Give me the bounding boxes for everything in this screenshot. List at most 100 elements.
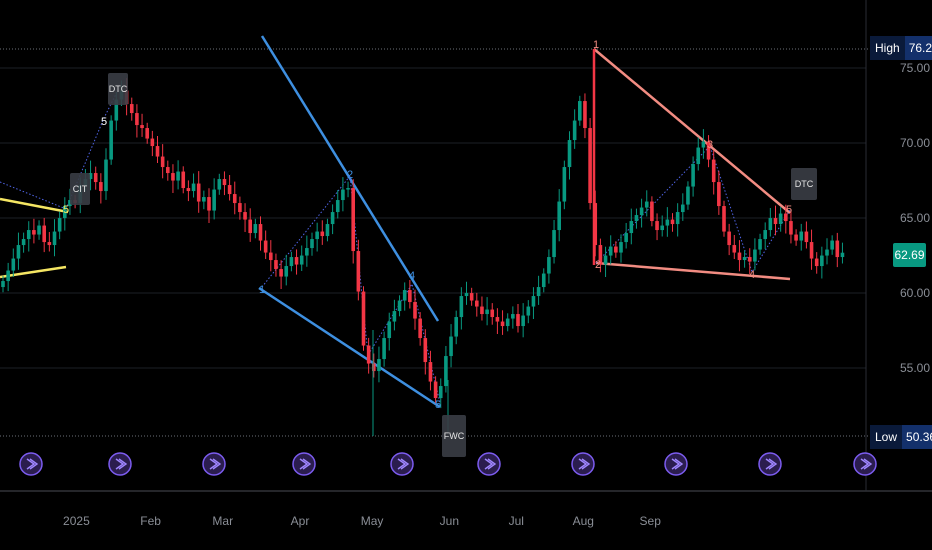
candle-body <box>485 309 489 315</box>
candle-body <box>753 249 757 262</box>
candle-body <box>737 252 742 261</box>
candle-body <box>603 255 608 265</box>
candle-body <box>6 270 10 282</box>
candle-body <box>459 296 464 318</box>
pattern-box-label: DTC <box>109 84 128 94</box>
candle-body <box>691 164 695 187</box>
candle-body <box>475 300 479 307</box>
candle-body <box>294 257 299 265</box>
high-value: 76.27 <box>904 36 932 60</box>
pattern-trendline <box>0 265 67 279</box>
candle-body <box>346 188 350 190</box>
candle-body <box>588 128 592 204</box>
candles-mode-icon[interactable] <box>292 452 316 476</box>
pattern-trendline <box>0 197 69 214</box>
pattern-box-bg <box>108 73 128 105</box>
candles-mode-icon[interactable] <box>108 452 132 476</box>
candle-body <box>202 197 206 202</box>
icon-arrow <box>484 458 497 470</box>
candles-mode-icon[interactable] <box>19 452 43 476</box>
wave-point-label: 5 <box>435 399 441 411</box>
candle-body <box>222 179 227 186</box>
wave-connector <box>261 174 441 404</box>
candle-body <box>639 207 644 216</box>
candles-mode-icon[interactable] <box>477 452 501 476</box>
bottom-indicator-icons[interactable] <box>19 452 877 476</box>
pattern-trendline <box>595 261 791 281</box>
y-tick-label: 75.00 <box>900 61 930 75</box>
candle-body <box>413 302 417 319</box>
candle-body <box>186 188 191 192</box>
candle-body <box>93 173 98 183</box>
candle-body <box>464 293 469 297</box>
icon-arrow <box>671 458 684 470</box>
candle-body <box>299 255 304 265</box>
candle-body <box>335 200 340 213</box>
candle-body <box>181 171 186 189</box>
candle-body <box>562 167 567 202</box>
candle-body <box>557 201 561 231</box>
pattern-trendline <box>593 48 791 214</box>
candle-body <box>248 219 252 234</box>
wave-point-label: 2 <box>347 169 353 181</box>
candle-body <box>711 159 716 183</box>
candle-body <box>387 321 392 339</box>
candle-body <box>727 231 731 246</box>
low-value: 50.36 <box>902 425 932 449</box>
candle-body <box>274 260 278 270</box>
candle-body <box>227 185 232 195</box>
candle-body <box>243 212 247 220</box>
candle-body <box>68 200 72 207</box>
candle-body <box>99 182 103 192</box>
candle-body <box>660 225 664 231</box>
candles-mode-icon[interactable] <box>202 452 226 476</box>
candle-body <box>428 362 433 382</box>
candle-body <box>552 230 556 258</box>
candle-body <box>26 230 31 240</box>
candle-body <box>495 317 500 322</box>
pattern-trendline <box>258 286 441 409</box>
candle-body <box>372 363 376 372</box>
candle-body <box>310 239 314 249</box>
candle-body <box>16 245 21 259</box>
candle-body <box>608 246 613 256</box>
wave-point-label: 5 <box>63 204 69 216</box>
candle-body <box>397 300 402 312</box>
candle-body <box>155 146 160 157</box>
candle-body <box>701 141 706 148</box>
candle-body <box>361 291 366 346</box>
candle-body <box>289 257 294 267</box>
candles-mode-icon[interactable] <box>571 452 595 476</box>
pattern-label-boxes: CIT DTC FWC DTC <box>70 73 817 457</box>
candle-body <box>166 167 170 174</box>
wave-point-label: 2 <box>595 259 601 271</box>
icon-arrow <box>299 458 312 470</box>
candle-body <box>1 281 5 288</box>
last-price-tag: 62.69 <box>893 243 926 267</box>
candle-body <box>614 246 618 253</box>
candle-body <box>171 173 175 181</box>
candle-body <box>21 239 26 246</box>
candle-body <box>784 213 788 222</box>
x-tick-label: Mar <box>212 514 233 528</box>
candle-body <box>217 179 222 190</box>
candle-body <box>454 317 458 337</box>
x-tick-label: Apr <box>291 514 310 528</box>
candle-body <box>330 212 335 225</box>
candle-body <box>526 306 531 316</box>
candles-mode-icon[interactable] <box>390 452 414 476</box>
candle-body <box>799 231 804 241</box>
candles-mode-icon[interactable] <box>758 452 782 476</box>
candle-body <box>114 99 119 121</box>
candles-mode-icon[interactable] <box>853 452 877 476</box>
candle-body <box>238 203 242 213</box>
x-tick-label: Sep <box>640 514 662 528</box>
x-tick-label: May <box>361 514 384 528</box>
y-axis: 75.00 70.00 65.00 60.00 55.00 <box>900 61 930 375</box>
candle-body <box>341 189 345 201</box>
candles-mode-icon[interactable] <box>664 452 688 476</box>
x-tick-label: Jun <box>440 514 459 528</box>
wave-point-label: 1 <box>259 284 265 296</box>
candle-body <box>366 345 371 364</box>
